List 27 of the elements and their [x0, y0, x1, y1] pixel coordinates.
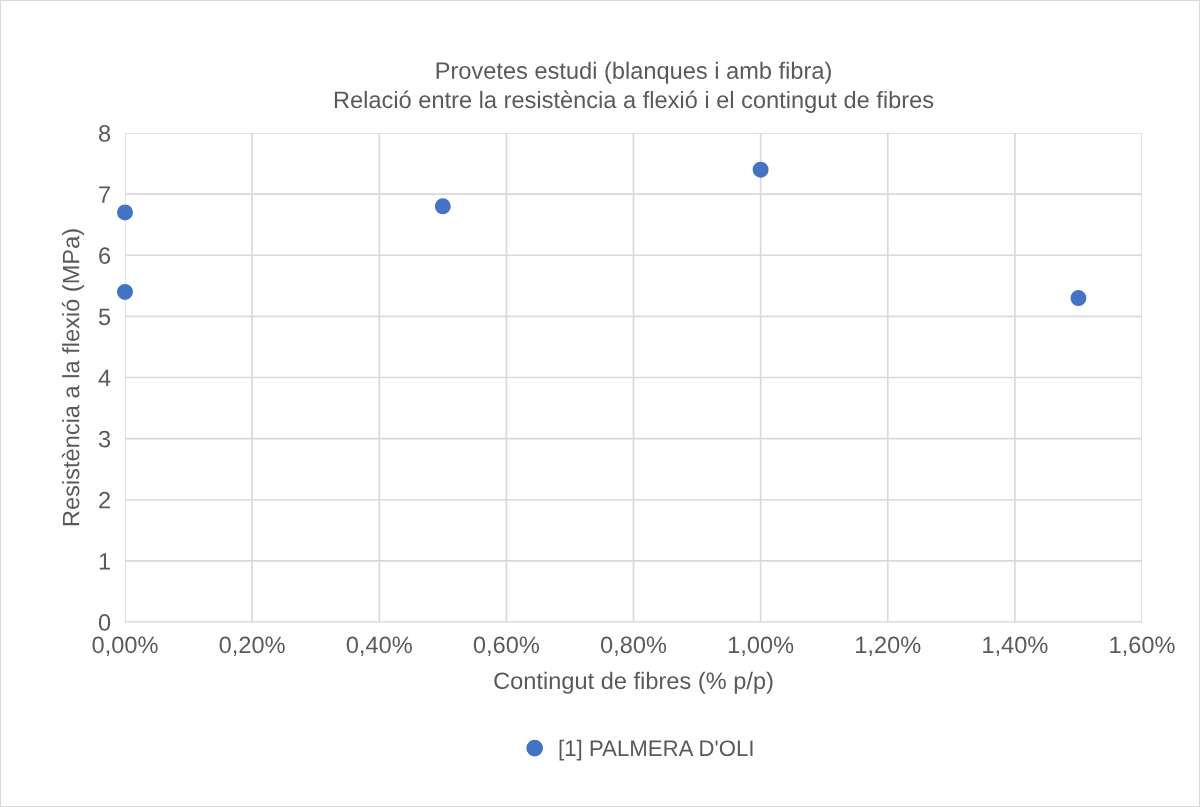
- chart-title: Provetes estudi (blanques i amb fibra) Relació entre la resistència a flexió i el contingut de fibres: [334, 61, 934, 113]
- x-tick-label: 0,80%: [600, 636, 667, 657]
- y-tick-label: 5: [98, 308, 111, 326]
- x-tick-label: 0,60%: [473, 636, 540, 657]
- x-tick-label: 0,00%: [92, 636, 158, 657]
- point: [117, 204, 133, 221]
- y-tick-label: 8: [99, 125, 111, 142]
- x-tick-label: 1,20%: [856, 636, 921, 657]
- x-tick-label: 0,20%: [219, 636, 285, 657]
- y-tick-label: 1: [99, 553, 110, 570]
- y-tick-label: 2: [99, 491, 110, 509]
- y-tick-label: 0: [98, 614, 111, 631]
- y-axis-title: Resistència a la flexió (MPa): [61, 229, 85, 526]
- x-tick-label: 1,00%: [728, 636, 794, 657]
- y-tick-label: 6: [99, 247, 111, 265]
- point: [434, 198, 451, 215]
- x-tick-label: 0,40%: [346, 636, 412, 657]
- x-tick-label: 1,40%: [983, 636, 1048, 657]
- y-tick-label: 3: [98, 430, 111, 448]
- point: [752, 161, 769, 178]
- y-tick-label: 4: [98, 369, 111, 387]
- point: [1070, 290, 1087, 307]
- y-tick-label: 7: [99, 186, 110, 203]
- x-axis-title: Contingut de fibres (% p/p): [494, 671, 773, 694]
- legend-label: [1] PALMERA D'OLI: [559, 739, 753, 761]
- x-tick-label: 1,60%: [1110, 636, 1175, 657]
- point: [117, 283, 133, 300]
